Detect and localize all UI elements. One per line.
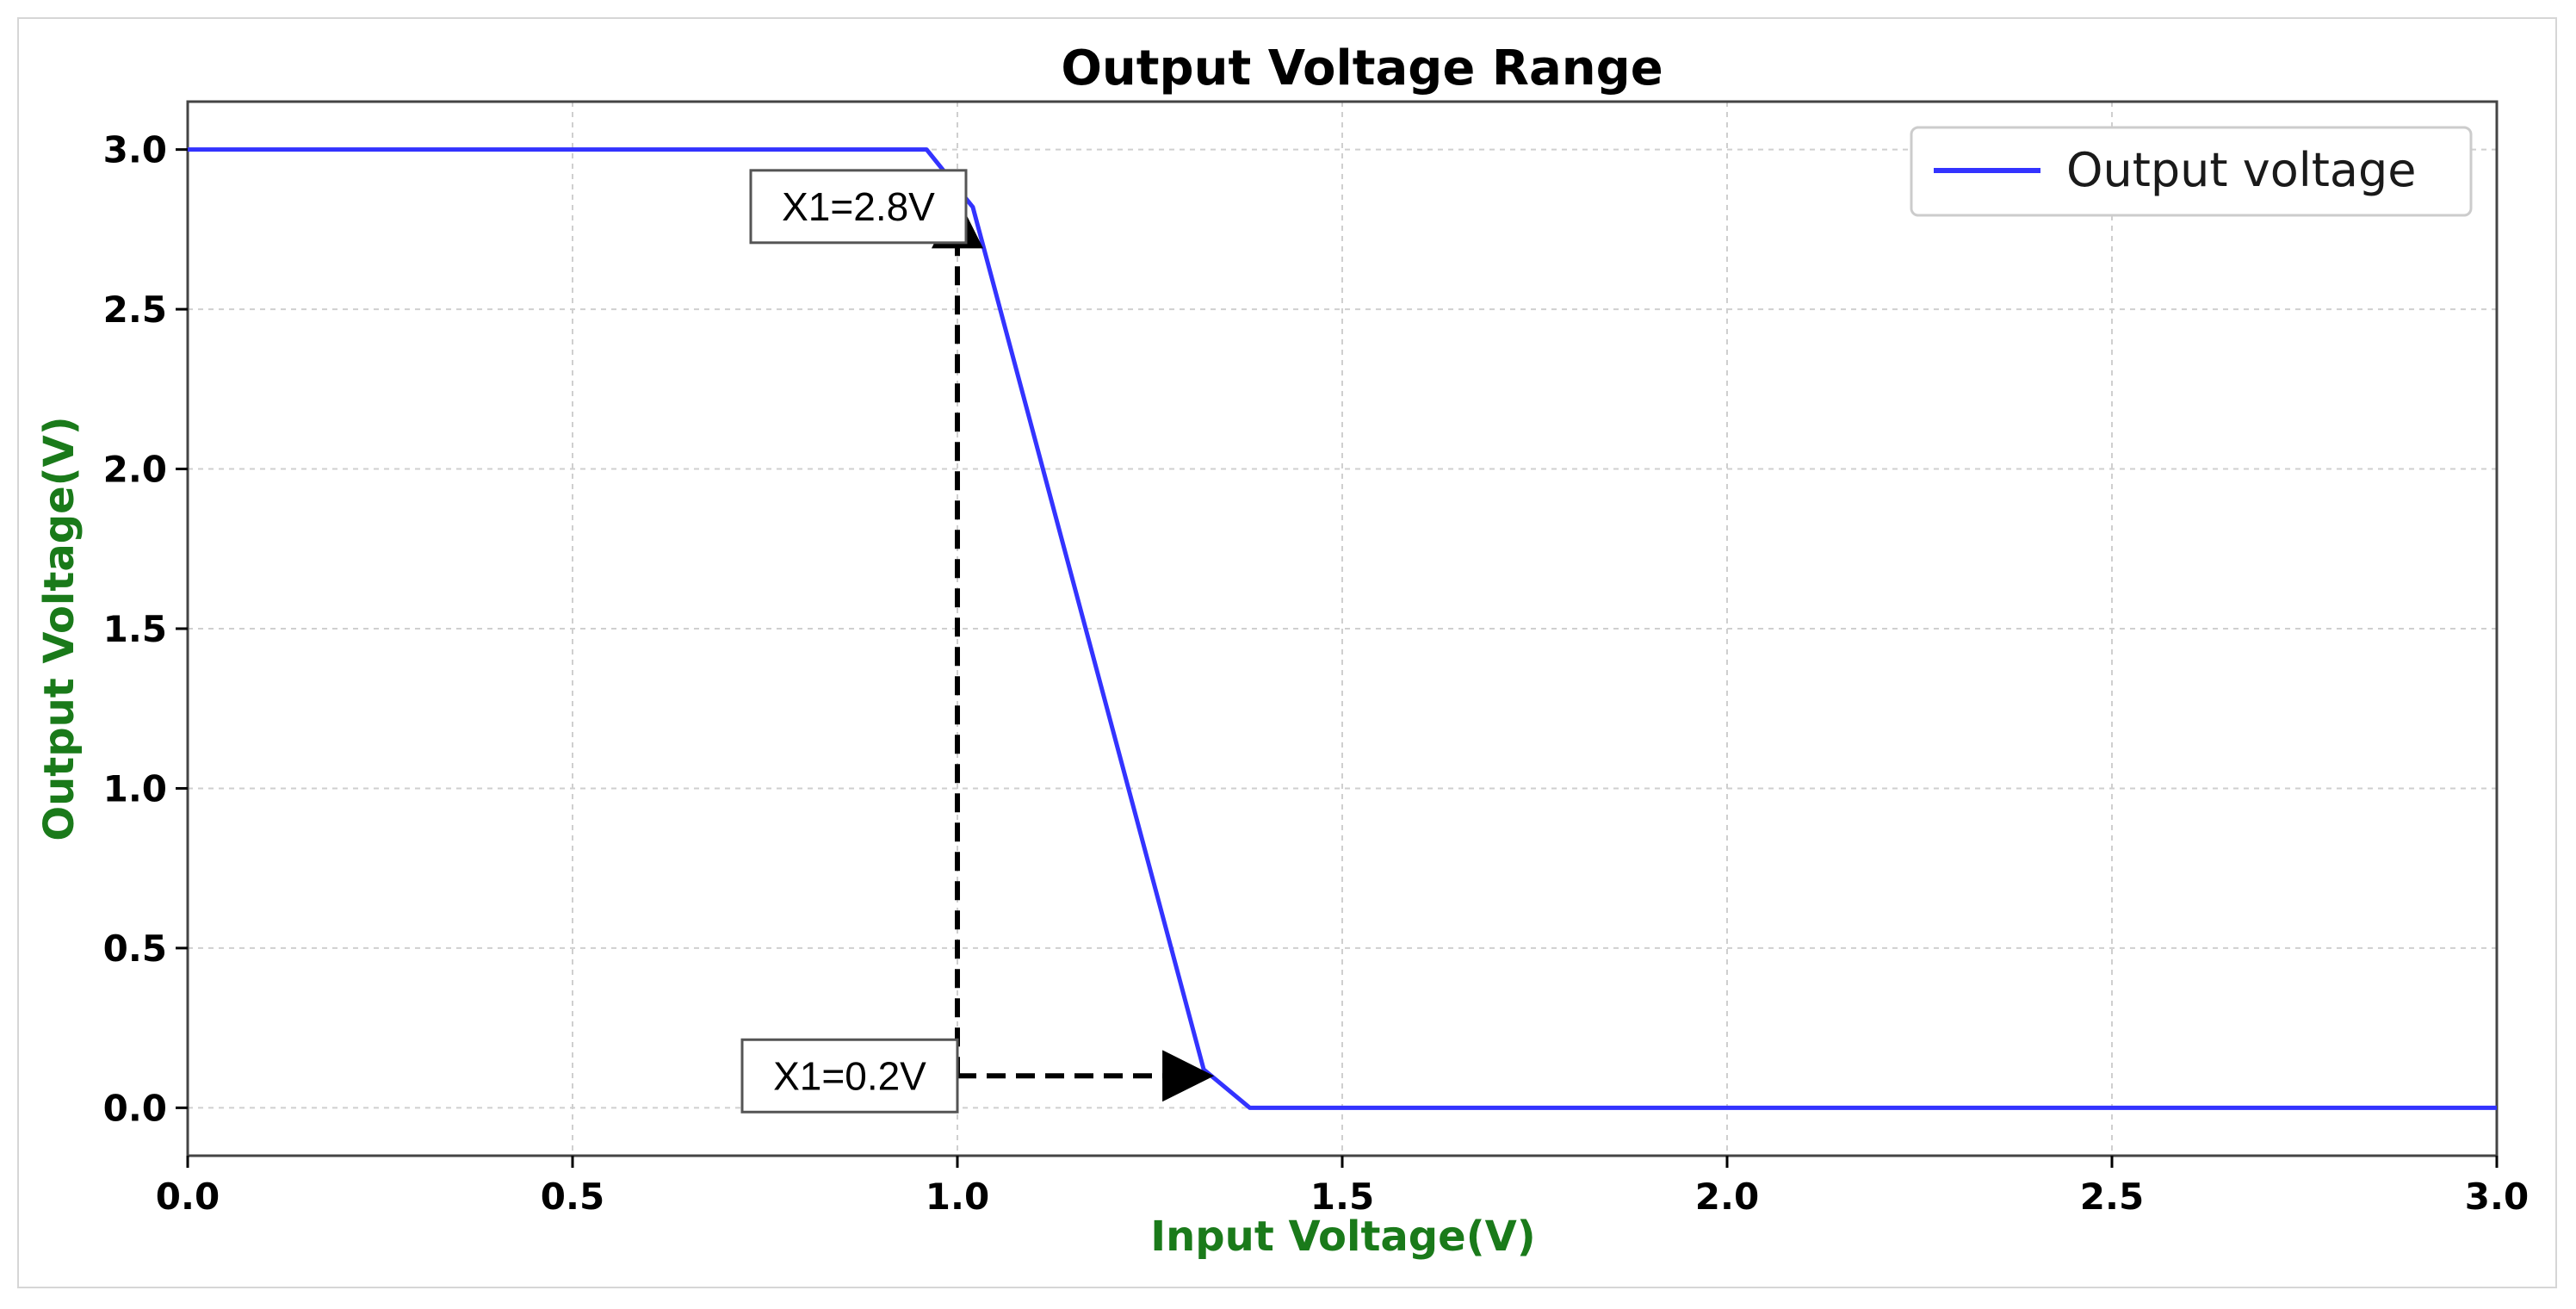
y-tick-label: 3.0	[103, 129, 167, 171]
chart-frame	[17, 17, 2557, 1288]
series-layer	[188, 147, 2497, 1110]
annotation-label: X1=0.2V	[773, 1053, 926, 1098]
y-tick-label: 1.0	[103, 767, 167, 810]
annotation-box	[749, 169, 968, 245]
grid	[187, 102, 2498, 1156]
legend-label-output-voltage: Output voltage	[2066, 143, 2417, 197]
x-tick-label: 0.5	[541, 1176, 604, 1218]
series-line-output-voltage	[188, 147, 2497, 1110]
x-axis-label: Input Voltage(V)	[1150, 1213, 1535, 1261]
y-tick-label: 2.5	[103, 288, 167, 331]
y-axis-label: Output Voltage(V)	[35, 416, 84, 841]
x-tick-label: 2.0	[1695, 1176, 1759, 1218]
annotation-layer: X1=2.8V X1=0.2V	[740, 169, 1215, 1114]
chart-title: Output Voltage Range	[1061, 40, 1663, 96]
y-tick-label: 0.0	[103, 1087, 167, 1129]
x-tick-label: 3.0	[2465, 1176, 2529, 1218]
x-tick-label: 2.5	[2080, 1176, 2144, 1218]
y-tick-label: 0.5	[103, 927, 167, 970]
legend-box	[1910, 126, 2473, 217]
axes: 0.0 0.5 1.0 1.5 2.0 2.5 3.0 0.0 0.5 1.0 1.5 2.0 2.5 3…	[103, 100, 2529, 1218]
annotation-x1-2-8v: X1=2.8V	[749, 169, 968, 245]
annotation-label: X1=2.8V	[782, 184, 935, 229]
x-tick-label: 0.0	[156, 1176, 220, 1218]
legend: Output voltage	[1910, 126, 2473, 217]
annotation-box	[740, 1038, 959, 1114]
y-tick-label: 2.0	[103, 449, 167, 491]
x-tick-label: 1.0	[926, 1176, 989, 1218]
annotation-x1-0-2v: X1=0.2V	[740, 1038, 959, 1114]
y-tick-label: 1.5	[103, 608, 167, 650]
x-tick-label: 1.5	[1310, 1176, 1374, 1218]
